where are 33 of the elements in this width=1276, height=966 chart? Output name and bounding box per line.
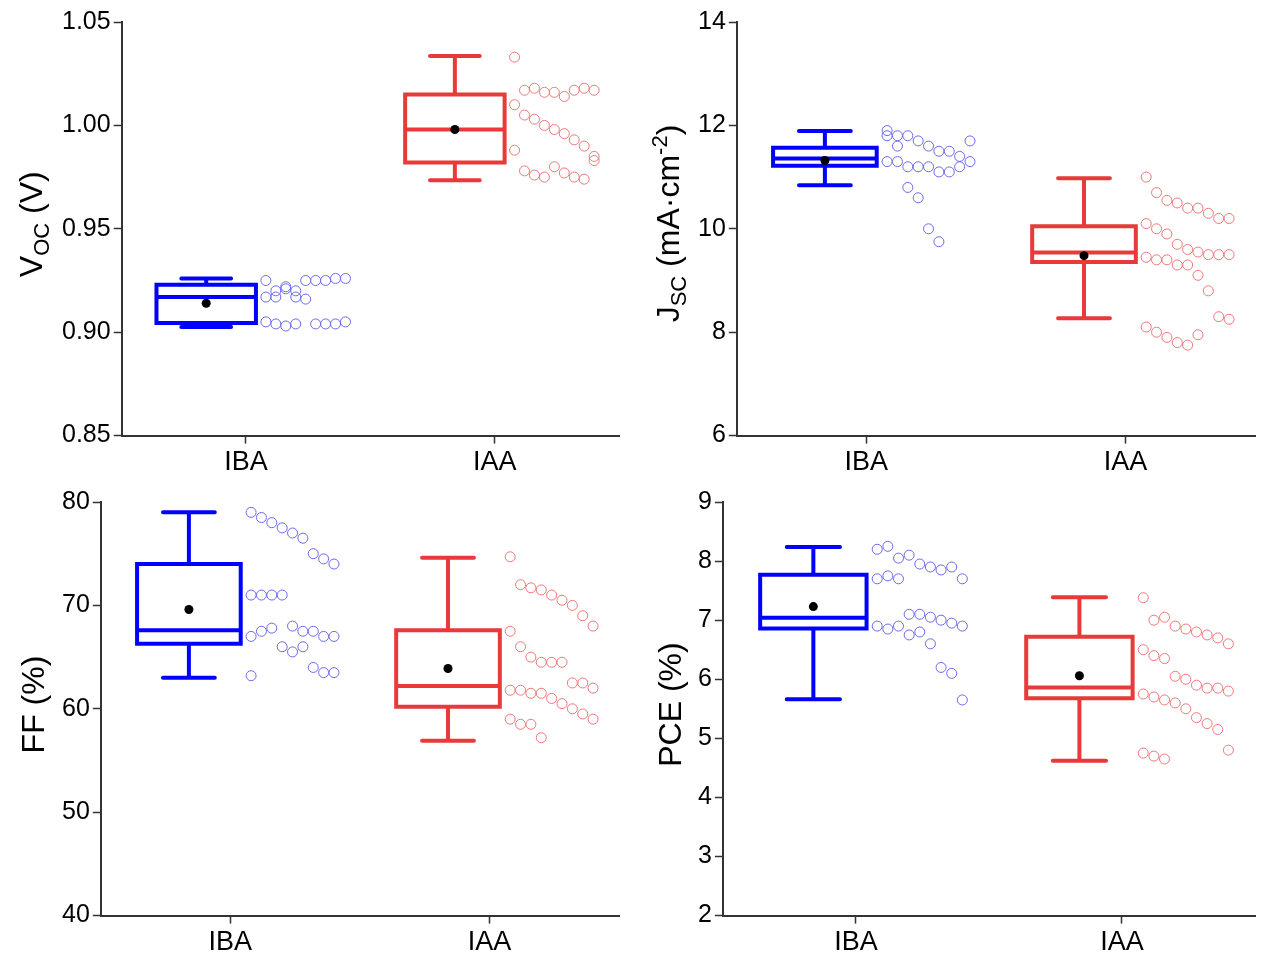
y-axis-title: FF (%) [15, 655, 53, 753]
y-tick-label: 8 [711, 316, 726, 345]
y-tick-label: 14 [698, 5, 726, 34]
y-tick-label: 2 [698, 899, 712, 928]
x-tick-label: IBA [224, 446, 268, 477]
y-tick-label: 8 [698, 544, 712, 573]
y-tick-label: 12 [698, 109, 726, 138]
x-tick-label: IAA [1100, 926, 1144, 957]
y-tick-label: 5 [698, 722, 712, 751]
y-tick-label: 1.05 [61, 5, 111, 34]
y-tick-label: 40 [62, 899, 90, 928]
x-tick-label: IAA [1103, 446, 1148, 477]
y-tick-label: 50 [62, 796, 90, 825]
y-tick-label: 60 [62, 692, 90, 721]
x-tick-label: IBA [208, 926, 253, 957]
y-tick-label: 0.85 [61, 419, 111, 448]
x-tick-label: IBA [844, 446, 889, 477]
y-tick-label: 80 [62, 485, 90, 514]
y-axis-title: PCE (%) [651, 641, 689, 767]
y-tick-label: 4 [698, 781, 712, 810]
y-tick-label: 1.00 [61, 109, 111, 138]
y-tick-label: 10 [698, 212, 726, 241]
x-tick-label: IBA [834, 926, 878, 957]
y-tick-label: 0.95 [61, 212, 111, 241]
y-tick-label: 70 [62, 589, 90, 618]
y-tick-label: 7 [698, 604, 712, 633]
y-tick-label: 3 [698, 840, 712, 869]
y-tick-label: 0.90 [61, 316, 111, 345]
x-tick-label: IAA [467, 926, 512, 957]
y-tick-label: 6 [711, 419, 726, 448]
y-tick-label: 9 [698, 485, 712, 514]
y-tick-label: 6 [698, 663, 712, 692]
x-tick-label: IAA [472, 446, 517, 477]
